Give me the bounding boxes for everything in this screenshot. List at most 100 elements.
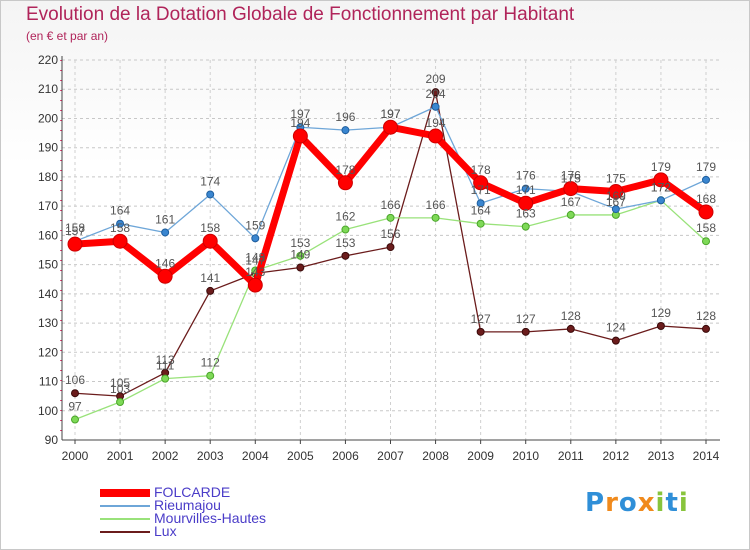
data-point (386, 213, 395, 222)
data-label: 111 (156, 359, 175, 373)
logo-letter: i (655, 488, 666, 518)
data-label: 178 (335, 163, 355, 177)
legend-item: Rieumajou (100, 497, 360, 513)
data-point (161, 374, 170, 383)
data-label: 105 (110, 376, 130, 390)
data-label: 97 (68, 400, 82, 414)
data-label: 176 (516, 169, 536, 183)
y-tick-label: 90 (45, 433, 59, 447)
data-point (296, 251, 305, 260)
data-point (566, 324, 575, 333)
legend-label: Mourvilles-Hautes (154, 510, 267, 526)
data-label: 146 (155, 256, 175, 270)
data-point (206, 190, 215, 199)
data-point (116, 398, 125, 406)
data-point (116, 219, 125, 228)
logo-letter: i (678, 488, 689, 518)
chart-subtitle: (en € et par an) (26, 29, 109, 43)
data-label: 159 (245, 218, 265, 232)
data-label: 172 (651, 180, 671, 194)
data-label: 158 (110, 221, 130, 235)
data-label: 141 (200, 271, 220, 285)
data-point (202, 233, 218, 249)
legend-item: Mourvilles-Hautes (100, 510, 360, 526)
logo-letter: o (618, 488, 638, 518)
data-point (698, 204, 714, 220)
data-label: 196 (335, 110, 355, 124)
data-label: 164 (471, 204, 491, 218)
x-tick-label: 2003 (197, 449, 224, 463)
data-point (566, 210, 575, 219)
data-label: 128 (696, 309, 716, 323)
data-label: 158 (200, 221, 220, 235)
data-point (563, 181, 579, 197)
y-tick-label: 100 (38, 404, 58, 418)
data-point (157, 268, 173, 284)
legend-label: FOLCARDE (154, 484, 231, 500)
data-point (428, 128, 444, 144)
data-point (476, 327, 485, 336)
data-label: 112 (201, 356, 220, 370)
data-point (653, 172, 669, 188)
data-label: 178 (471, 163, 491, 177)
data-point (251, 234, 260, 243)
data-point (341, 225, 350, 234)
x-tick-label: 2004 (242, 449, 269, 463)
data-point (476, 219, 485, 228)
data-label: 194 (426, 116, 446, 130)
data-label: 162 (335, 210, 355, 224)
data-point (608, 184, 624, 200)
data-point (206, 371, 215, 380)
data-point (431, 213, 440, 222)
data-point (337, 175, 353, 191)
data-point (296, 263, 305, 272)
y-tick-label: 130 (38, 316, 58, 330)
data-point (702, 324, 710, 333)
x-tick-label: 2009 (467, 449, 494, 463)
data-label: 158 (65, 221, 85, 235)
legend-item: Lux (100, 523, 360, 539)
data-point (383, 119, 398, 135)
data-point (702, 175, 710, 184)
x-tick-label: 2011 (558, 449, 584, 463)
chart-legend: FOLCARDE Rieumajou Mourvilles-Hautes Lux (100, 484, 360, 539)
data-point (386, 243, 395, 252)
data-label: 197 (380, 107, 400, 121)
data-label: 179 (651, 160, 671, 174)
x-tick-label: 2014 (693, 449, 720, 463)
data-label: 167 (561, 195, 581, 209)
data-label: 103 (110, 382, 130, 396)
data-label: 172 (651, 180, 671, 194)
legend-swatch (100, 531, 150, 533)
data-label: 175 (606, 172, 626, 186)
data-point (67, 236, 83, 252)
x-tick-label: 2000 (62, 449, 89, 463)
data-label: 179 (696, 160, 716, 174)
data-label: 127 (516, 312, 536, 326)
logo-letter: x (637, 488, 656, 518)
data-label: 164 (110, 204, 130, 218)
data-label: 129 (651, 306, 671, 320)
data-label: 166 (380, 198, 400, 212)
legend-swatch (100, 489, 150, 497)
data-label: 166 (426, 198, 446, 212)
data-label: 163 (516, 207, 536, 221)
x-tick-label: 2010 (512, 449, 539, 463)
x-tick-label: 2008 (422, 449, 449, 463)
data-label: 175 (561, 172, 581, 186)
data-point (476, 199, 485, 208)
legend-item: FOLCARDE (100, 484, 360, 500)
legend-swatch (100, 518, 150, 520)
data-point (71, 389, 79, 398)
data-point (518, 195, 534, 211)
y-tick-label: 200 (38, 111, 58, 125)
logo-letter: P (585, 488, 606, 518)
data-label: 176 (561, 169, 581, 183)
data-point (247, 277, 263, 293)
data-point (656, 322, 665, 330)
data-label: 194 (290, 116, 310, 130)
y-tick-label: 210 (38, 82, 58, 96)
x-tick-label: 2005 (287, 449, 314, 463)
